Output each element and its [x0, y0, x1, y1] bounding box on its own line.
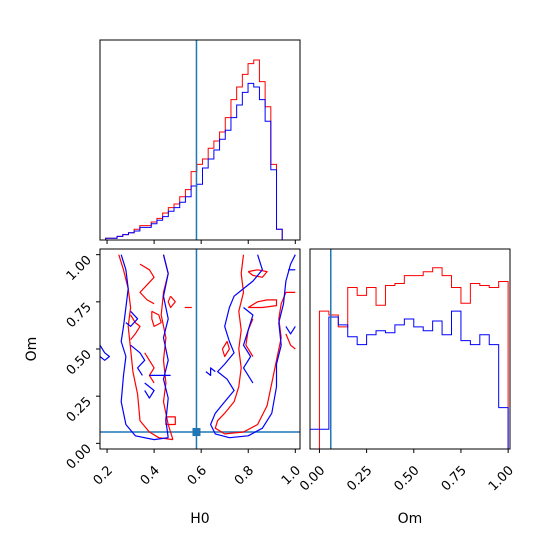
- contour-series_b-19: [130, 344, 146, 376]
- contour-series_a-4: [151, 310, 162, 327]
- om-y-tick-label-3: 0.75: [64, 300, 95, 331]
- hist-h0-panel: [99, 39, 301, 244]
- om-x-tick-label-1: 0.25: [344, 463, 375, 494]
- om-x-tick-label-2: 0.50: [392, 463, 423, 494]
- contour-series_b-18: [125, 310, 139, 327]
- contour-series_a-2: [139, 263, 155, 305]
- om-y-tick-label-1: 0.25: [64, 394, 95, 425]
- contour-series_b-22: [210, 254, 296, 439]
- contour-panel: 0.2 0.4 0.6 0.8 1.00.000.250.500.751.00: [64, 248, 304, 488]
- om-x-tick-label-4: 1.00: [486, 463, 517, 494]
- om-x-tick-label-3: 0.75: [439, 463, 470, 494]
- hist-om-frame: [309, 248, 511, 450]
- contour-series_b-26: [285, 326, 296, 335]
- y-axis-label-om: Om: [24, 337, 40, 362]
- om-y-tick-label-2: 0.50: [64, 347, 95, 378]
- x-axis-label-h0: H0: [190, 511, 209, 527]
- hist-h0-frame: [99, 39, 301, 241]
- contour-series_a-11: [247, 299, 278, 309]
- contour-series_a-7: [167, 295, 176, 309]
- contour-series_b-23: [217, 254, 263, 403]
- contour-series_a-5: [144, 352, 155, 384]
- hist-h0-series-a: [100, 59, 300, 241]
- om-y-tick-label-4: 1.00: [64, 253, 95, 284]
- contour-series_a-14: [285, 333, 296, 350]
- contour-series_b-20: [144, 382, 155, 399]
- hist-om-panel: 0.00 0.25 0.50 0.75 1.00: [297, 248, 517, 494]
- h0-tick-label-2: 0.6: [185, 463, 210, 488]
- h0-tick-label-3: 0.8: [232, 463, 257, 488]
- h0-tick-label-0: 0.2: [91, 463, 116, 488]
- om-x-tick-label-0: 0.00: [297, 463, 328, 494]
- contour-series_b-24: [242, 307, 254, 384]
- contour-series_a-10: [214, 254, 296, 435]
- contour-series_a-3: [130, 314, 141, 340]
- x-axis-label-om: Om: [398, 511, 423, 527]
- h0-tick-label-1: 0.4: [138, 463, 163, 488]
- hist-om-series-a: [310, 267, 509, 450]
- hist-om-series-b: [309, 310, 509, 449]
- contour-series_b-25: [205, 367, 216, 376]
- truth-marker: [192, 428, 201, 437]
- hist-h0-series-b: [100, 82, 300, 241]
- contour-series_b-17: [99, 344, 110, 361]
- contour-series_b-15: [120, 254, 169, 441]
- contour-series_b-16: [162, 254, 169, 438]
- contour-series_a-13: [247, 269, 268, 278]
- om-y-tick-label-0: 0.00: [64, 442, 95, 473]
- contour-series_a-9: [221, 340, 230, 358]
